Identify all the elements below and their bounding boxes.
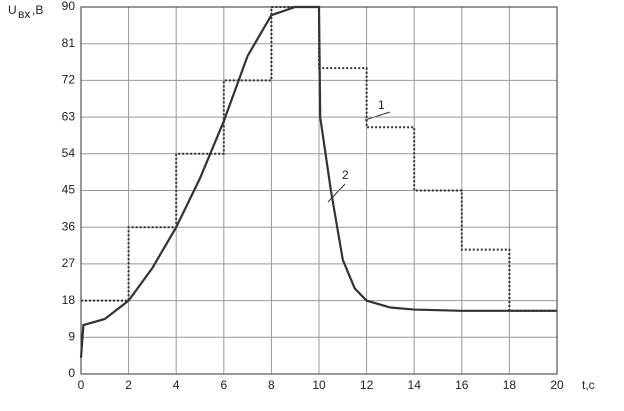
- y-tick-label: 45: [62, 183, 76, 197]
- y-tick-label: 63: [62, 109, 76, 123]
- x-tick-label: 14: [408, 378, 422, 392]
- x-tick-label: 0: [78, 378, 85, 392]
- y-tick-label: 72: [62, 73, 76, 87]
- y-tick-label: 27: [62, 256, 76, 270]
- y-tick-label: 54: [62, 146, 76, 160]
- x-tick-label: 12: [360, 378, 374, 392]
- leader-line: [327, 183, 346, 203]
- series-line: [79, 5, 557, 358]
- x-tick-label: 6: [220, 378, 227, 392]
- legend-label: 1: [378, 98, 385, 112]
- series-line: [81, 6, 557, 312]
- y-label-unit: ,B: [32, 3, 43, 17]
- x-tick-label: 16: [455, 378, 469, 392]
- leader-line: [364, 111, 391, 121]
- y-tick-label: 0: [68, 366, 75, 380]
- y-label: U: [8, 3, 17, 17]
- x-tick-label: 20: [550, 378, 564, 392]
- x-tick-label: 2: [125, 378, 132, 392]
- legend-label: 2: [342, 168, 349, 182]
- y-tick-label: 81: [62, 36, 76, 50]
- x-tick-label: 8: [268, 378, 275, 392]
- y-label-sub: вх: [18, 7, 30, 21]
- x-tick-label: 10: [312, 378, 326, 392]
- y-tick-label: 90: [62, 0, 76, 13]
- x-tick-label: 4: [173, 378, 180, 392]
- x-tick-label: 18: [503, 378, 517, 392]
- x-label: t,c: [582, 378, 595, 392]
- y-tick-label: 36: [62, 219, 76, 233]
- y-tick-label: 9: [68, 329, 75, 343]
- y-tick-label: 18: [62, 293, 76, 307]
